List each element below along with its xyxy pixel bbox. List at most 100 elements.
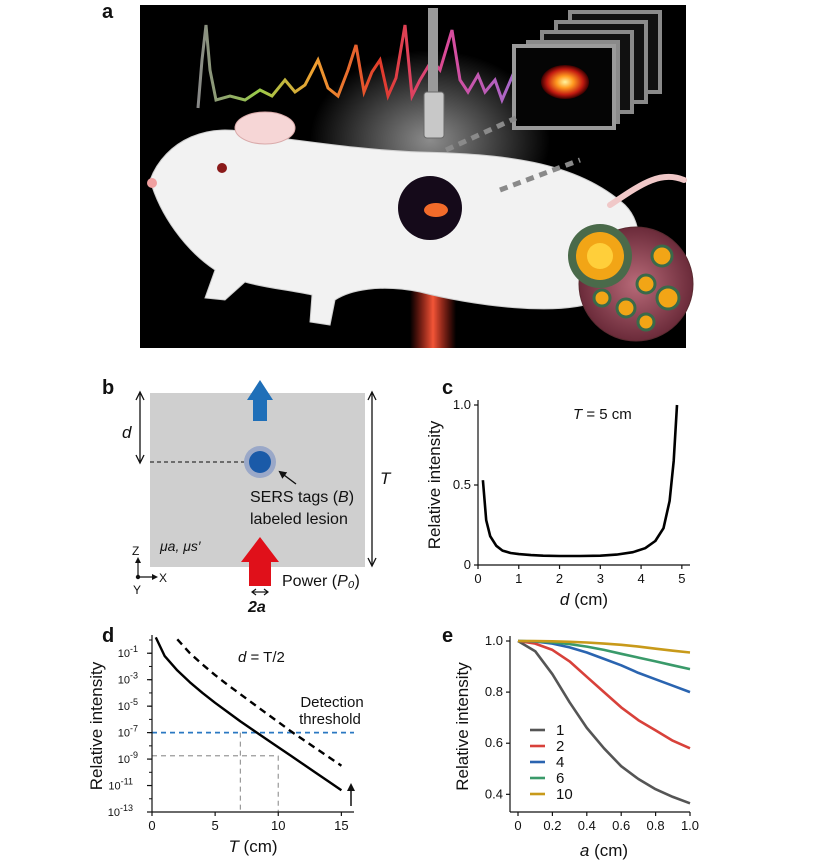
c-annotation: T = 5 cm [573,406,632,423]
T-arrow-bottom [367,557,377,568]
sers-tag [615,297,637,319]
e-x-tick-label: 0 [514,818,521,833]
mouse-eye [217,163,227,173]
c-y-tick-label: 0.5 [453,477,471,492]
e-x-tick-label: 1.0 [681,818,699,833]
coordinate-axes: Z X Y [132,544,167,597]
mouse-nose [147,178,157,188]
sers-tag [635,273,657,295]
d-arrow-bottom [135,454,145,465]
d-x-tick-label: 0 [148,818,155,833]
beam-width-label: 2a [247,599,266,616]
e-y-tick-label: 0.8 [485,684,503,699]
T-arrow-top [367,390,377,401]
tissue-slab [150,393,365,567]
e-series-line-6 [517,639,691,671]
axis-y-label: Y [133,583,141,597]
tumor-glow [424,203,448,217]
panel-b-letter: b [102,377,114,399]
d-y-axis-title: Relative intensity [87,661,106,790]
e-x-tick-label: 0.4 [578,818,596,833]
detection-threshold-label-1: Detection [300,694,363,711]
e-x-axis-title: a (cm) [580,841,628,860]
panel-d-letter: d [102,625,114,647]
d-y-tick-label: 10-5 [118,697,138,713]
c-x-tick-label: 4 [637,571,644,586]
e-x-tick-label: 0.2 [543,818,561,833]
panel-e-letter: e [442,625,453,647]
panel-a-illustration [140,5,694,348]
axis-x-label: X [159,571,167,585]
c-x-axis-title: d (cm) [560,590,608,609]
e-legend-label: 6 [556,770,564,787]
e-y-tick-label: 1.0 [485,633,503,648]
e-y-tick-label: 0.4 [485,786,503,801]
e-legend-label: 1 [556,722,564,739]
c-y-axis-title: Relative intensity [425,420,444,549]
d-y-tick-label: 10-11 [108,777,133,793]
e-x-tick-label: 0.6 [612,818,630,833]
e-y-axis-title: Relative intensity [453,662,472,791]
d-label: d [122,423,132,442]
d-y-tick-label: 10-1 [118,644,138,660]
e-series-line-2 [517,639,691,750]
tags-label-line2: labeled lesion [250,511,348,528]
mouse-ear [234,111,296,145]
c-x-tick-label: 3 [597,571,604,586]
probe-fiber [428,8,438,96]
tags-label-line1: SERS tags (B) [250,489,354,506]
panel-b-schematic: d T SERS tags (B) labeled lesion μa, μs′… [122,380,392,616]
lesion [249,451,271,473]
c-x-tick-label: 5 [678,571,685,586]
sers-tag [650,244,674,268]
d-y-tick-label: 10-3 [118,671,138,687]
d-x-tick-label: 5 [212,818,219,833]
e-series-line-10 [518,639,691,654]
d-annotation: d = T/2 [238,649,285,666]
c-x-tick-label: 1 [515,571,522,586]
sers-tag [636,312,656,332]
raman-image-hotspot [541,65,589,99]
c-y-tick-label: 1.0 [453,397,471,412]
e-legend-label: 10 [556,786,573,803]
panel-a-letter: a [102,1,114,23]
mouse-tail [607,173,687,208]
e-legend-label: 2 [556,738,564,755]
c-x-tick-label: 2 [556,571,563,586]
chart-d: 0 5 10 15 10-1 10-3 10-5 10-7 10-9 10-11 10-13 d =… [87,635,364,856]
e-x-tick-label: 0.8 [647,818,665,833]
lesion-pointer [278,470,297,485]
probe-head [423,91,445,139]
zoom-dash-2 [499,157,581,193]
d-y-tick-label: 10-7 [118,724,138,740]
d-y-tick-label: 10-9 [118,750,138,766]
e-series-line-1 [517,639,691,805]
T-label: T [380,469,392,488]
sers-tag [592,288,612,308]
c-y-tick-label: 0 [464,557,471,572]
e-y-tick-label: 0.6 [485,735,503,750]
image-stack [512,10,662,130]
beam-width-ticks [251,588,269,596]
detection-threshold-label-2: threshold [299,711,361,728]
chart-c: 0 1 2 3 4 5 0 0.5 1.0 T = 5 cm d (cm) Relative i… [425,397,690,609]
tissue-inset [568,224,694,342]
sers-tag [655,285,681,311]
d-series-solid [154,636,343,792]
raman-spectrum [196,24,532,109]
sers-tag-large [568,224,632,288]
e-legend-label: 4 [556,754,564,771]
axis-z-label: Z [132,544,139,558]
c-x-tick-label: 0 [474,571,481,586]
signal-up-arrow [247,380,273,421]
laser-arrow [241,537,279,586]
d-trend-arrow [347,783,355,806]
c-series-line [481,404,679,558]
d-series-dashed [176,638,343,767]
d-arrow-top [135,390,145,401]
power-label: Power (P₀) [282,573,360,590]
panel-c-letter: c [442,377,453,399]
